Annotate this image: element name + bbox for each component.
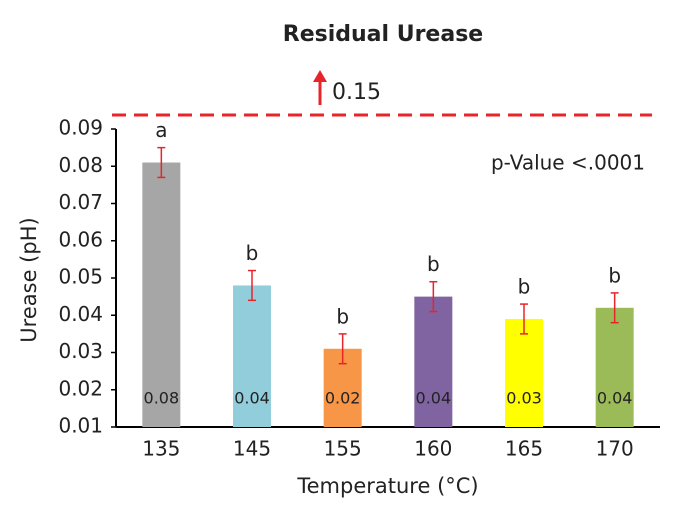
significance-letter: b bbox=[518, 275, 531, 299]
significance-letter: b bbox=[427, 252, 440, 276]
reference-arrowhead bbox=[313, 70, 327, 82]
error-bar bbox=[520, 303, 528, 335]
bar bbox=[142, 162, 181, 427]
annotation: p-Value <.0001 bbox=[491, 151, 645, 175]
x-tick-label: 145 bbox=[233, 437, 271, 461]
significance-letter: b bbox=[336, 304, 349, 328]
error-bar bbox=[429, 280, 438, 313]
error-bar bbox=[248, 269, 256, 302]
y-tick-label: 0.05 bbox=[58, 265, 103, 289]
significance-letter: b bbox=[608, 263, 621, 287]
x-tick-label: 155 bbox=[324, 437, 362, 461]
value-label: 0.02 bbox=[325, 389, 361, 408]
bar bbox=[414, 296, 453, 427]
value-label: 0.04 bbox=[234, 389, 270, 408]
error-bar bbox=[610, 292, 619, 324]
error-bar bbox=[338, 333, 347, 365]
chart-title: Residual Urease bbox=[283, 22, 483, 47]
bar bbox=[595, 307, 634, 427]
y-tick-label: 0.06 bbox=[58, 227, 103, 251]
y-tick-label: 0.02 bbox=[58, 376, 103, 400]
x-tick-label: 170 bbox=[596, 437, 634, 461]
x-tick-label: 135 bbox=[142, 437, 180, 461]
reference-label: 0.15 bbox=[332, 80, 381, 105]
x-tick-label: 160 bbox=[414, 437, 452, 461]
significance-letter: b bbox=[246, 241, 259, 265]
y-tick-label: 0.07 bbox=[58, 190, 103, 214]
x-axis-label: Temperature (°C) bbox=[296, 474, 478, 498]
x-tick-label: 165 bbox=[505, 437, 543, 461]
value-label: 0.04 bbox=[416, 389, 452, 408]
value-label: 0.03 bbox=[506, 389, 542, 408]
error-bar bbox=[157, 146, 166, 179]
value-label: 0.08 bbox=[144, 389, 180, 408]
y-tick-label: 0.04 bbox=[58, 302, 103, 326]
y-tick-label: 0.08 bbox=[58, 153, 103, 177]
y-tick-label: 0.09 bbox=[58, 116, 103, 140]
value-label: 0.04 bbox=[597, 389, 633, 408]
bar bbox=[233, 285, 271, 427]
y-axis-label: Urease (pH) bbox=[17, 217, 41, 342]
significance-letter: a bbox=[155, 118, 167, 142]
y-tick-label: 0.01 bbox=[58, 414, 103, 438]
y-tick-label: 0.03 bbox=[58, 339, 103, 363]
bar bbox=[505, 318, 543, 427]
